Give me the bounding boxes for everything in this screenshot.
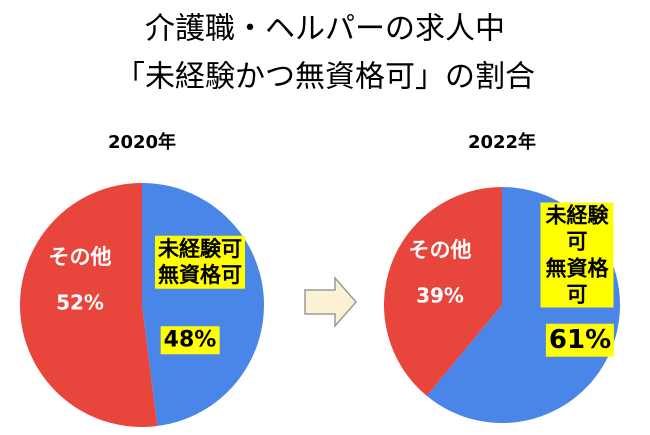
category-label: 未経験可 無資格可 bbox=[155, 235, 245, 289]
value-label: 52% bbox=[56, 290, 104, 315]
value-label: 48% bbox=[160, 326, 220, 354]
category-label: その他 bbox=[408, 237, 472, 262]
title-line: 「未経験かつ無資格可」の割合 bbox=[115, 60, 535, 95]
category-label: 未経験可 無資格可 bbox=[540, 202, 614, 308]
value-label: 39% bbox=[416, 283, 464, 308]
category-label: その他 bbox=[48, 244, 112, 269]
value-label: 61% bbox=[545, 323, 615, 357]
pie-title: 2022年 bbox=[468, 131, 536, 153]
title-line: 介護職・ヘルパーの求人中 bbox=[145, 12, 505, 47]
pie-slice bbox=[383, 187, 502, 396]
arrow bbox=[304, 276, 357, 328]
pie-slice bbox=[20, 183, 158, 427]
pie-title: 2020年 bbox=[108, 131, 176, 153]
pie-slice bbox=[142, 183, 264, 427]
